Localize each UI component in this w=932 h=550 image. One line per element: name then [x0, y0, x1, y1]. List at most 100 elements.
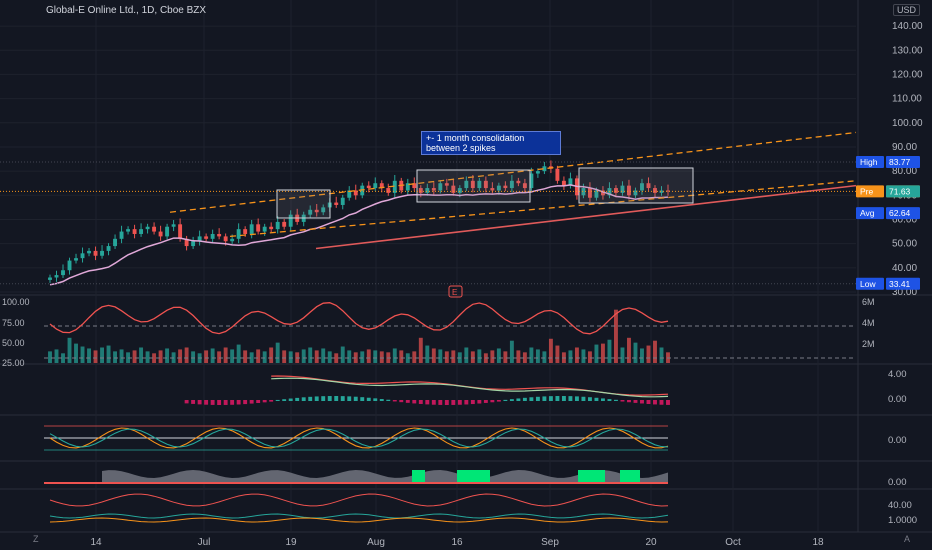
- macd-histogram-bar: [464, 400, 469, 405]
- volume-bar: [288, 351, 293, 363]
- macd-histogram-bar: [418, 400, 423, 404]
- volume-bar: [282, 350, 287, 363]
- macd-histogram-bar: [386, 399, 391, 401]
- volume-bar: [132, 350, 137, 363]
- price-tag-name-bg: [856, 156, 884, 169]
- candle-body: [126, 229, 131, 232]
- macd-histogram-bar: [262, 400, 267, 403]
- volume-bar: [236, 344, 241, 363]
- volume-bar: [340, 346, 345, 363]
- volume-bar: [67, 337, 72, 363]
- macd-histogram-bar: [191, 400, 196, 404]
- macd-histogram-bar: [431, 400, 436, 405]
- macd-histogram-bar: [444, 400, 449, 405]
- macd-histogram-bar: [327, 396, 332, 401]
- volume-bar: [600, 343, 605, 363]
- candle-body: [262, 226, 267, 232]
- candle-body: [496, 185, 501, 191]
- candle-body: [640, 183, 644, 191]
- corner-label-left[interactable]: Z: [33, 534, 39, 544]
- macd-histogram-bar: [282, 399, 287, 401]
- y-tick-label: 140.00: [892, 21, 923, 32]
- volume-bar: [587, 351, 592, 363]
- candle-body: [80, 253, 85, 259]
- macd-histogram-bar: [197, 400, 202, 405]
- indicator-tick-label: 1.0000: [888, 515, 917, 526]
- macd-histogram-bar: [366, 397, 371, 401]
- price-tag-name: Avg: [860, 208, 875, 218]
- volume-bar: [431, 348, 436, 363]
- volume-bar: [54, 349, 59, 363]
- macd-histogram-bar: [392, 400, 397, 402]
- macd-histogram-bar: [600, 398, 605, 401]
- volume-bar: [490, 350, 495, 363]
- volume-bar: [653, 340, 657, 363]
- macd-histogram-bar: [275, 399, 280, 401]
- volume-bar: [451, 350, 456, 363]
- adx-line: [49, 493, 669, 507]
- macd-histogram-bar: [269, 400, 274, 402]
- annotation-callout[interactable]: +- 1 month consolidation between 2 spike…: [421, 131, 561, 155]
- volume-bar: [191, 351, 196, 363]
- price-tag-name-bg: [856, 185, 884, 198]
- candle-body: [425, 188, 430, 193]
- candle-body: [509, 180, 514, 189]
- volume-bar: [106, 345, 111, 363]
- symbol-title[interactable]: Global-E Online Ltd., 1D, Cboe BZX: [46, 5, 207, 16]
- macd-histogram-bar: [614, 399, 618, 401]
- macd-histogram-bar: [457, 400, 462, 405]
- macd-histogram-bar: [314, 396, 319, 401]
- time-axis[interactable]: 14 Jul 19 Aug 16 Sep 20 Oct 18: [90, 537, 824, 548]
- volume-bar: [640, 348, 644, 363]
- squeeze-highlight: [620, 470, 640, 482]
- price-pane[interactable]: E: [0, 131, 857, 298]
- y-tick-label: 130.00: [892, 45, 923, 56]
- candle-body: [74, 258, 78, 261]
- volume-bar: [327, 351, 332, 363]
- rsi-tick-label: 25.00: [2, 358, 25, 368]
- volume-bar: [301, 349, 306, 363]
- corner-label-right[interactable]: A: [904, 534, 911, 544]
- volume-pane: [44, 302, 856, 363]
- candle-body: [483, 180, 488, 189]
- candle-body: [61, 270, 65, 276]
- volume-bar: [262, 351, 267, 363]
- candle-body: [555, 168, 560, 181]
- candle-body: [594, 190, 599, 198]
- macd-histogram-bar: [230, 400, 235, 405]
- volume-bar: [230, 349, 235, 363]
- candle-body: [659, 190, 664, 193]
- rsi-tick-label: 50.00: [2, 338, 25, 348]
- rsi-tick-label: 75.00: [2, 318, 25, 328]
- volume-bar: [574, 347, 579, 363]
- candle-body: [171, 224, 176, 227]
- candle-body: [321, 207, 326, 213]
- volume-bar: [470, 351, 475, 363]
- lower-trendline: [229, 180, 857, 238]
- macd-histogram-bar: [535, 396, 540, 401]
- macd-histogram-bar: [340, 396, 345, 401]
- currency-badge[interactable]: USD: [893, 4, 921, 16]
- macd-histogram-bar: [353, 396, 358, 401]
- volume-bar: [61, 353, 65, 363]
- volume-bar: [243, 350, 248, 363]
- candle-body: [236, 229, 241, 239]
- candle-body: [87, 250, 91, 254]
- candle-body: [587, 188, 592, 198]
- volume-bar: [646, 345, 651, 363]
- volume-tick-label: 4M: [862, 318, 875, 328]
- candle-body: [438, 183, 443, 191]
- candle-body: [132, 229, 137, 234]
- di-plus-line: [49, 513, 669, 519]
- volume-bar: [373, 350, 378, 363]
- volume-bar: [568, 350, 573, 363]
- volume-bar: [334, 353, 339, 363]
- volume-bar: [178, 349, 183, 363]
- volume-bar: [425, 345, 430, 363]
- candle-body: [106, 246, 111, 251]
- candle-body: [653, 188, 657, 193]
- volume-bar: [614, 309, 618, 363]
- indicator-tick-label: 0.00: [888, 435, 907, 446]
- candle-body: [542, 166, 547, 172]
